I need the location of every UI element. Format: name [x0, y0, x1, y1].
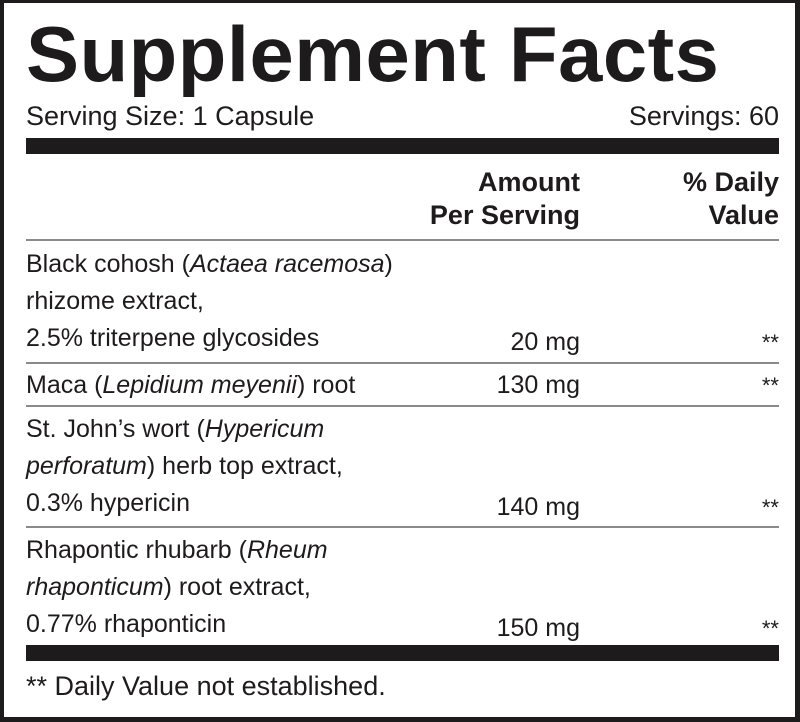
separator-line: [26, 362, 779, 364]
ingredient-name-line: 0.3% hypericin: [26, 485, 446, 522]
ingredient-row: Black cohosh (Actaea racemosa) rhizome e…: [26, 246, 779, 361]
botanical-name: Hypericum: [204, 415, 325, 443]
dv-header-line1: % Daily: [682, 167, 779, 197]
name-text: St. John’s wort (: [26, 415, 205, 443]
ingredient-daily-value: **: [761, 616, 779, 641]
amount-header-line1: Amount: [478, 167, 580, 197]
amount-header-line2: Per Serving: [429, 200, 580, 230]
name-text: rhizome extract,: [26, 287, 204, 315]
ingredient-name: Maca (Lepidium meyenii) root: [26, 367, 446, 404]
serving-info-row: Serving Size: 1 Capsule Servings: 60: [26, 100, 779, 132]
separator-line: [26, 239, 779, 241]
serving-size: Serving Size: 1 Capsule: [26, 101, 315, 131]
name-text: Black cohosh (: [26, 250, 190, 278]
ingredient-name-line: St. John’s wort (Hypericum: [26, 411, 446, 448]
name-text: ) root extract,: [163, 573, 311, 601]
ingredient-name: Black cohosh (Actaea racemosa) rhizome e…: [26, 246, 446, 357]
servings-per-container: Servings: 60: [628, 101, 779, 131]
ingredient-name-line: Black cohosh (Actaea racemosa): [26, 246, 446, 283]
daily-value-header: % Daily Value: [619, 166, 779, 232]
name-text: Rhapontic rhubarb (: [26, 536, 247, 564]
label-content: Supplement Facts Serving Size: 1 Capsule…: [22, 3, 779, 717]
botanical-name: Actaea racemosa: [189, 250, 385, 278]
ingredient-name-line: 2.5% triterpene glycosides: [26, 320, 446, 357]
thick-divider-top: [26, 138, 779, 154]
amount-per-serving-header: Amount Per Serving: [360, 166, 580, 232]
column-headers: Amount Per Serving % Daily Value: [26, 166, 779, 232]
ingredient-daily-value: **: [761, 330, 779, 355]
ingredient-name: Rhapontic rhubarb (Rheum rhaponticum) ro…: [26, 532, 446, 643]
name-text: ) root: [296, 371, 356, 399]
ingredient-name-line: rhizome extract,: [26, 283, 446, 320]
ingredient-row: Rhapontic rhubarb (Rheum rhaponticum) ro…: [26, 532, 779, 647]
ingredient-row: Maca (Lepidium meyenii) root 130 mg **: [26, 367, 779, 404]
botanical-name: Lepidium meyenii: [102, 371, 297, 399]
ingredient-name-line: 0.77% rhaponticin: [26, 606, 446, 643]
ingredient-row: St. John’s wort (Hypericum perforatum) h…: [26, 411, 779, 526]
ingredient-name: St. John’s wort (Hypericum perforatum) h…: [26, 411, 446, 522]
name-text: ) herb top extract,: [146, 452, 343, 480]
footnote: ** Daily Value not established.: [26, 671, 386, 701]
separator-line: [26, 526, 779, 528]
ingredient-daily-value: **: [761, 495, 779, 520]
label-title: Supplement Facts: [26, 10, 720, 98]
name-text: 0.3% hypericin: [26, 489, 190, 517]
thick-divider-bottom: [26, 645, 779, 661]
separator-line: [26, 405, 779, 407]
botanical-name: perforatum: [26, 452, 147, 480]
botanical-name: rhaponticum: [26, 573, 164, 601]
name-text: 2.5% triterpene glycosides: [26, 324, 320, 352]
ingredient-name-line: Maca (Lepidium meyenii) root: [26, 367, 446, 404]
ingredient-amount: 140 mg: [496, 493, 580, 521]
ingredient-name-line: Rhapontic rhubarb (Rheum: [26, 532, 446, 569]
name-text: Maca (: [26, 371, 103, 399]
name-text: ): [384, 250, 393, 278]
ingredient-name-line: rhaponticum) root extract,: [26, 569, 446, 606]
botanical-name: Rheum: [246, 536, 328, 564]
ingredient-name-line: perforatum) herb top extract,: [26, 448, 446, 485]
ingredient-amount: 150 mg: [496, 614, 580, 642]
dv-header-line2: Value: [708, 200, 779, 230]
name-text: 0.77% rhaponticin: [26, 610, 227, 638]
ingredient-daily-value: **: [761, 373, 779, 398]
ingredient-amount: 20 mg: [510, 328, 580, 356]
ingredient-amount: 130 mg: [496, 371, 580, 399]
